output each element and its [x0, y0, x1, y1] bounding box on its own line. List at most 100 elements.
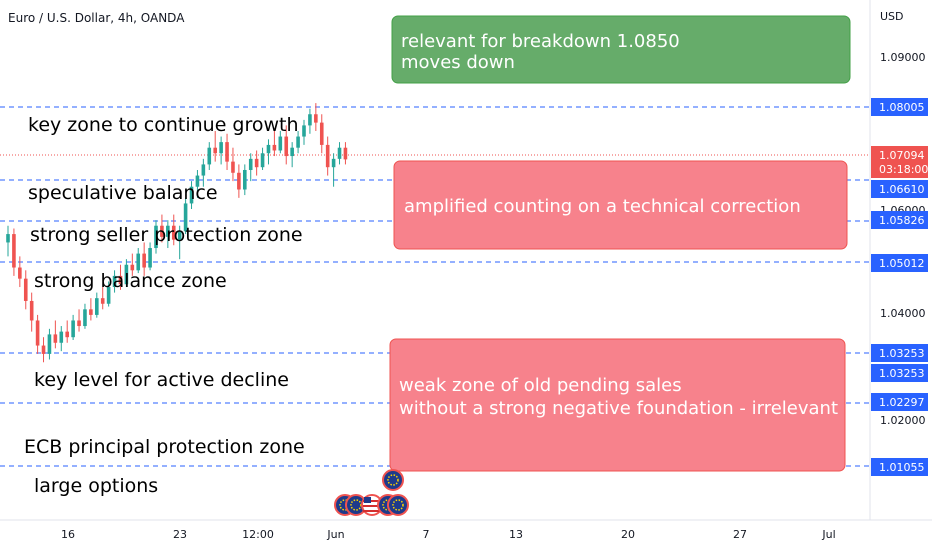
annotation-speculative-balance[interactable]: speculative balance [28, 182, 218, 204]
candle-body[interactable] [136, 253, 141, 271]
red-box-lower[interactable]: weak zone of old pending sales without a… [389, 338, 846, 472]
candle-body[interactable] [89, 309, 93, 315]
candle-body[interactable] [41, 345, 46, 354]
level-tag[interactable]: 1.02297 [871, 393, 928, 411]
x-tick-label: 7 [423, 528, 430, 541]
level-tag[interactable]: 1.01055 [871, 458, 928, 476]
candle-body[interactable] [213, 147, 217, 154]
time-axis[interactable]: 16 23 12:00 Jun 7 13 20 27 Jul [61, 528, 836, 541]
candle-body[interactable] [29, 300, 34, 321]
candle-body[interactable] [65, 331, 69, 338]
annotation-key-level-decline[interactable]: key level for active decline [34, 369, 289, 391]
candle-body[interactable] [142, 253, 146, 268]
candlestick-series[interactable] [6, 103, 348, 363]
candle-body[interactable] [231, 161, 235, 173]
annotation-ecb-protection[interactable]: ECB principal protection zone [24, 436, 305, 458]
annotation-large-options[interactable]: large options [34, 475, 158, 497]
candle-body[interactable] [23, 278, 28, 301]
level-tag[interactable]: 1.05012 [871, 254, 928, 272]
candle-body[interactable] [219, 142, 223, 154]
candle-body[interactable] [106, 287, 111, 304]
candle-body[interactable] [254, 158, 259, 168]
candle-body[interactable] [225, 142, 229, 162]
annotation-key-zone[interactable]: key zone to continue growth [28, 114, 299, 136]
event-icons [334, 494, 409, 516]
candle-body[interactable] [189, 186, 194, 204]
annotation-seller-protection[interactable]: strong seller protection zone [30, 224, 303, 246]
candle-body[interactable] [278, 136, 283, 151]
candle-body[interactable] [124, 264, 129, 285]
candle-body[interactable] [319, 122, 324, 145]
green-box[interactable]: relevant for breakdown 1.0850 moves down [391, 15, 851, 84]
candle-body[interactable] [35, 320, 40, 346]
green-box-line2: moves down [401, 52, 515, 73]
level-tag[interactable]: 1.03253 [871, 364, 928, 382]
candle-body[interactable] [160, 225, 164, 237]
candle-body[interactable] [201, 164, 206, 176]
candle-body[interactable] [325, 144, 330, 168]
candle-body[interactable] [95, 298, 99, 315]
us-flag-icon[interactable] [361, 494, 383, 516]
candle-body[interactable] [154, 225, 158, 249]
red-box-middle[interactable]: amplified counting on a technical correc… [393, 160, 848, 250]
red-box-lower-line1: weak zone of old pending sales [399, 375, 682, 396]
red-box-middle-line1: amplified counting on a technical correc… [404, 196, 801, 217]
candle-body[interactable] [296, 136, 300, 148]
candle-body[interactable] [343, 147, 348, 160]
candle-body[interactable] [53, 334, 58, 343]
candle-body[interactable] [59, 331, 64, 343]
candle-body[interactable] [71, 320, 75, 338]
x-tick-label: 16 [61, 528, 75, 541]
svg-text:1.02297: 1.02297 [879, 396, 925, 409]
candle-body[interactable] [314, 114, 318, 123]
candle-body[interactable] [148, 248, 152, 268]
candle-body[interactable] [166, 225, 170, 237]
candle-body[interactable] [266, 144, 271, 154]
candle-body[interactable] [237, 172, 241, 190]
level-tag[interactable]: 1.05826 [871, 211, 928, 229]
current-price-tag[interactable]: 1.07094 03:18:00 [871, 146, 928, 178]
candle-body[interactable] [290, 147, 294, 157]
annotation-strong-balance[interactable]: strong balance zone [34, 270, 227, 292]
candle-body[interactable] [248, 158, 253, 170]
red-box-lower-line2: without a strong negative foundation - i… [399, 398, 838, 419]
candle-body[interactable] [183, 203, 188, 232]
candle-body[interactable] [195, 175, 200, 187]
y-tick-label: 1.02000 [880, 414, 926, 427]
candle-body[interactable] [284, 136, 289, 157]
candle-body[interactable] [171, 225, 176, 240]
candle-body[interactable] [6, 234, 10, 243]
candle-body[interactable] [243, 169, 247, 190]
candle-body[interactable] [12, 234, 16, 268]
candle-body[interactable] [112, 275, 117, 288]
level-tag[interactable]: 1.03253 [871, 344, 928, 362]
level-tag[interactable]: 1.08005 [871, 98, 928, 116]
candle-body[interactable] [118, 275, 123, 285]
x-tick-label: 20 [621, 528, 635, 541]
y-tick-label: 1.04000 [880, 307, 926, 320]
svg-text:1.08005: 1.08005 [879, 101, 925, 114]
candle-body[interactable] [331, 158, 336, 168]
x-tick-label: 12:00 [242, 528, 274, 541]
candle-body[interactable] [308, 114, 312, 126]
candle-body[interactable] [77, 320, 81, 327]
candle-body[interactable] [47, 334, 52, 354]
candle-body[interactable] [177, 231, 182, 240]
candle-body[interactable] [337, 147, 342, 159]
candle-body[interactable] [18, 267, 22, 279]
svg-text:1.05012: 1.05012 [879, 257, 925, 270]
level-tag[interactable]: 1.06610 [871, 180, 928, 198]
candle-body[interactable] [260, 153, 265, 168]
candle-body[interactable] [207, 147, 212, 165]
candle-body[interactable] [130, 264, 135, 271]
svg-text:1.03253: 1.03253 [879, 367, 925, 380]
eu-flag-icon[interactable] [387, 494, 409, 516]
x-tick-label: Jun [326, 528, 344, 541]
candle-body[interactable] [100, 298, 105, 304]
candle-body[interactable] [272, 144, 277, 151]
chart-title: Euro / U.S. Dollar, 4h, OANDA [8, 11, 185, 25]
candle-body[interactable] [83, 309, 87, 327]
eu-flag-icon[interactable] [382, 469, 404, 491]
candle-body[interactable] [302, 125, 306, 137]
